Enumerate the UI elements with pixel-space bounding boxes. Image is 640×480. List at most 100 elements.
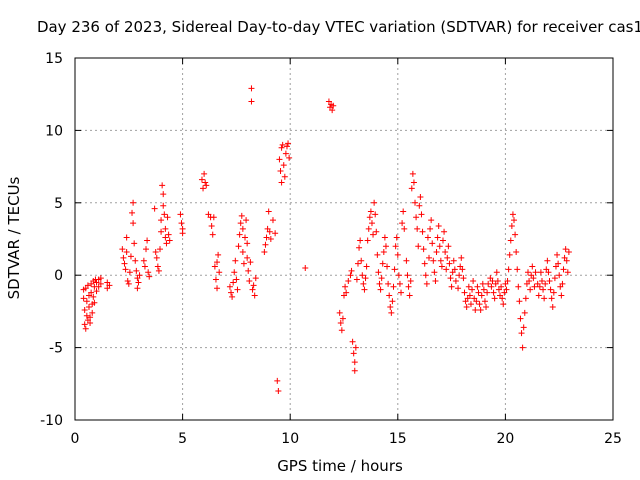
data-point (544, 257, 551, 264)
data-point (202, 179, 209, 186)
data-point (161, 211, 168, 218)
data-point (459, 266, 466, 273)
data-point (445, 243, 452, 250)
data-point (390, 283, 397, 290)
data-point (231, 269, 238, 276)
data-point (507, 237, 514, 244)
data-point (356, 244, 363, 251)
data-point (431, 269, 438, 276)
data-point (410, 179, 417, 186)
data-point (447, 275, 454, 282)
data-point (247, 259, 254, 266)
data-point (211, 263, 218, 270)
data-point (162, 234, 169, 241)
data-point (417, 194, 424, 201)
data-point (526, 277, 533, 284)
y-tick-label: 15 (45, 51, 63, 67)
data-point (480, 286, 487, 293)
data-point (387, 304, 394, 311)
data-point (427, 225, 434, 232)
data-point (522, 295, 529, 302)
data-point (157, 246, 164, 253)
data-point (124, 277, 131, 284)
data-point (330, 102, 337, 109)
data-point (531, 283, 538, 290)
data-point (121, 260, 128, 267)
data-point (280, 162, 287, 169)
data-point (281, 173, 288, 180)
data-point (249, 286, 256, 293)
data-point (141, 263, 148, 270)
data-point (413, 214, 420, 221)
data-point (503, 286, 510, 293)
data-point (132, 257, 139, 264)
x-tick-label: 10 (281, 431, 299, 447)
data-point (488, 283, 495, 290)
data-point (456, 272, 463, 279)
data-point (450, 257, 457, 264)
data-point (106, 282, 113, 289)
data-point (393, 234, 400, 241)
data-point (278, 179, 285, 186)
data-point (563, 257, 570, 264)
data-point (343, 289, 350, 296)
data-point (88, 289, 95, 296)
grid-lines (75, 58, 613, 420)
data-point (123, 234, 130, 241)
data-point (521, 309, 528, 316)
data-point (370, 231, 377, 238)
data-point (246, 277, 253, 284)
data-point (239, 249, 246, 256)
data-point (564, 269, 571, 276)
data-point (548, 295, 555, 302)
data-point (278, 144, 285, 151)
data-point (233, 276, 240, 283)
data-point (351, 367, 358, 374)
data-point (347, 272, 354, 279)
data-point (396, 280, 403, 287)
data-point (443, 266, 450, 273)
data-point (517, 315, 524, 322)
data-point (429, 240, 436, 247)
data-point (435, 222, 442, 229)
data-point (470, 277, 477, 284)
data-point (159, 182, 166, 189)
data-point (520, 324, 527, 331)
y-tick-labels: -10 -5 0 5 10 15 (40, 51, 63, 429)
data-point (243, 217, 250, 224)
data-point (476, 301, 483, 308)
data-point (432, 277, 439, 284)
data-point (160, 191, 167, 198)
data-point (158, 217, 165, 224)
data-point (144, 237, 151, 244)
data-point (451, 266, 458, 273)
data-point (135, 279, 142, 286)
data-point (354, 260, 361, 267)
data-point (267, 236, 274, 242)
chart-title: Day 236 of 2023, Sidereal Day-to-day VTE… (37, 18, 640, 36)
data-point (378, 275, 385, 282)
data-point (286, 154, 293, 161)
data-point (353, 276, 360, 283)
data-point (511, 217, 518, 224)
data-point (550, 289, 557, 296)
data-point (473, 298, 480, 305)
data-point (380, 249, 387, 256)
data-point (407, 277, 414, 284)
data-point (215, 251, 222, 258)
data-point (505, 266, 512, 273)
data-point (463, 304, 470, 311)
data-point (434, 234, 441, 241)
data-point (200, 185, 207, 192)
data-point (556, 272, 563, 279)
data-point (472, 306, 479, 313)
data-point (444, 254, 451, 261)
data-point (481, 298, 488, 305)
data-point (228, 289, 235, 296)
data-point (408, 185, 415, 192)
data-point (483, 304, 490, 311)
data-point (458, 254, 465, 261)
data-point (163, 240, 170, 247)
data-point (371, 199, 378, 206)
data-point (226, 283, 233, 290)
